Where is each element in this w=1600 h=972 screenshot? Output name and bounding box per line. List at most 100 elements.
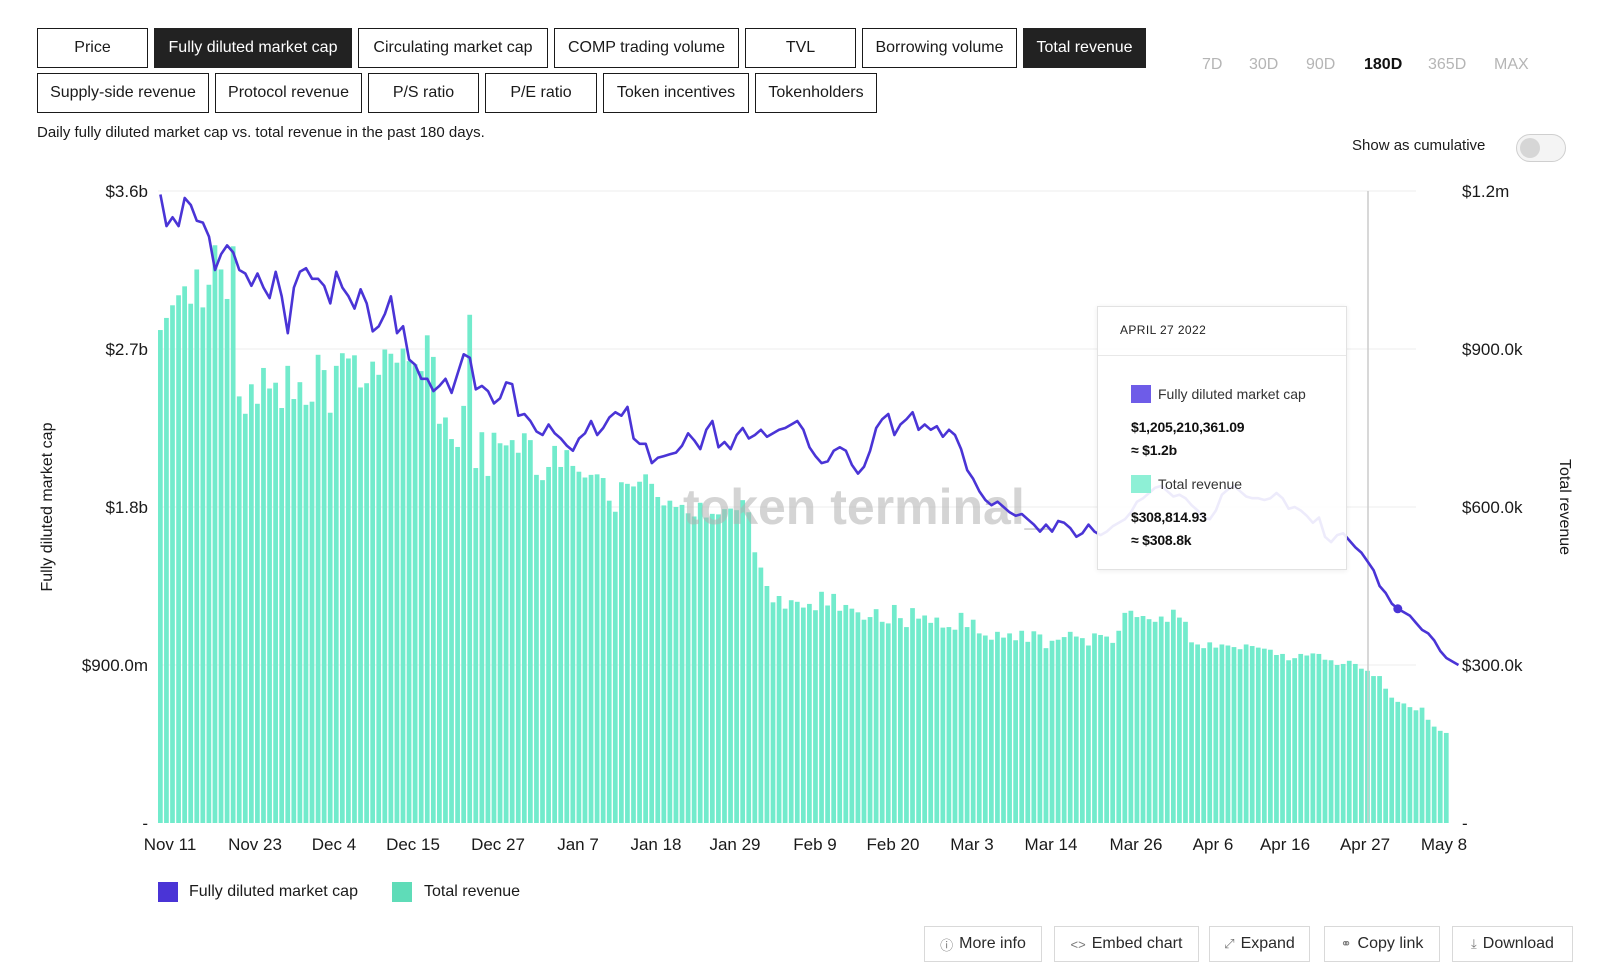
revenue-bar <box>1334 665 1340 823</box>
revenue-bar <box>570 465 576 823</box>
tab-fully-diluted-market-cap[interactable]: Fully diluted market cap <box>154 28 352 68</box>
tab-circulating-market-cap[interactable]: Circulating market cap <box>358 28 548 68</box>
revenue-bar <box>1207 642 1213 823</box>
range-90d[interactable]: 90D <box>1306 56 1336 73</box>
range-30d[interactable]: 30D <box>1249 56 1279 73</box>
revenue-bar <box>546 466 551 823</box>
revenue-bar <box>752 552 758 823</box>
cumulative-toggle-knob <box>1520 138 1540 158</box>
revenue-bar <box>1019 630 1025 823</box>
tab-total-revenue[interactable]: Total revenue <box>1023 28 1146 68</box>
revenue-bar <box>928 622 934 823</box>
tab-token-incentives[interactable]: Token incentives <box>603 73 749 113</box>
revenue-bar <box>891 604 897 823</box>
tab-borrowing-volume[interactable]: Borrowing volume <box>862 28 1017 68</box>
revenue-bar <box>285 365 291 823</box>
tab-pe-ratio[interactable]: P/E ratio <box>485 73 597 113</box>
revenue-bar <box>503 445 509 823</box>
x-axis-ticks: Nov 11 Nov 23 Dec 4 Dec 15 Dec 27 Jan 7 Jan 18… <box>144 835 1467 854</box>
y-left-tick: $1.8b <box>105 498 148 517</box>
revenue-bar <box>540 480 545 823</box>
range-365d[interactable]: 365D <box>1428 56 1467 73</box>
revenue-bar <box>855 612 861 823</box>
revenue-bar <box>819 591 824 823</box>
y-right-tick: $300.0k <box>1462 656 1523 675</box>
revenue-bar <box>564 450 570 823</box>
revenue-bar <box>394 362 400 823</box>
revenue-bar <box>1037 634 1043 823</box>
revenue-bar <box>813 610 818 823</box>
cumulative-toggle[interactable] <box>1516 134 1566 162</box>
revenue-bar <box>1158 616 1164 823</box>
revenue-bar <box>327 412 333 823</box>
revenue-bar <box>449 439 454 823</box>
revenue-bar <box>1189 642 1194 823</box>
revenue-bar <box>388 353 394 823</box>
revenue-bar <box>1231 647 1237 823</box>
revenue-bar <box>1292 658 1298 823</box>
tab-tvl[interactable]: TVL <box>745 28 856 68</box>
cumulative-toggle-label: Show as cumulative <box>1352 137 1486 154</box>
revenue-bar <box>515 452 521 823</box>
link-icon: ⚭ <box>1340 936 1352 951</box>
revenue-bar <box>1310 653 1316 823</box>
download-button[interactable]: ⤓ Download <box>1452 926 1573 962</box>
expand-button[interactable]: ⤢ Expand <box>1209 926 1310 962</box>
revenue-bar <box>976 633 982 823</box>
revenue-bar <box>1425 719 1431 823</box>
tab-comp-trading-volume[interactable]: COMP trading volume <box>554 28 739 68</box>
revenue-bar <box>315 354 321 823</box>
revenue-bar <box>200 307 206 823</box>
revenue-bar <box>661 505 667 823</box>
revenue-bar <box>1134 617 1140 823</box>
revenue-bar <box>1122 612 1128 823</box>
revenue-bar <box>1395 701 1401 823</box>
tab-ps-ratio[interactable]: P/S ratio <box>368 73 479 113</box>
revenue-bar <box>637 481 642 823</box>
revenue-bar <box>406 361 412 823</box>
y-left-tick: - <box>142 814 148 833</box>
revenue-bar <box>352 355 357 823</box>
y-left-tick: $900.0m <box>82 656 148 675</box>
revenue-bar <box>782 608 788 823</box>
x-axis-tick: Jan 18 <box>630 835 681 854</box>
revenue-bar <box>1043 648 1049 823</box>
revenue-bar <box>1316 653 1322 823</box>
legend-label: Fully diluted market cap <box>189 883 358 900</box>
button-label: Download <box>1482 935 1554 952</box>
tooltip-series-name: Total revenue <box>1158 476 1243 492</box>
revenue-bar <box>916 618 921 823</box>
revenue-bar <box>170 305 175 823</box>
tooltip-value: $308,814.93 <box>1131 509 1207 525</box>
revenue-bar <box>1261 648 1267 823</box>
revenue-bar <box>1225 645 1231 823</box>
revenue-bar <box>291 399 297 823</box>
revenue-bar <box>800 607 806 823</box>
revenue-bar <box>867 617 873 823</box>
revenue-bar <box>1092 633 1097 823</box>
tab-price[interactable]: Price <box>37 28 148 68</box>
revenue-bar <box>831 593 837 823</box>
tab-protocol-revenue[interactable]: Protocol revenue <box>215 73 362 113</box>
button-label: More info <box>959 935 1026 952</box>
chart-subtitle: Daily fully diluted market cap vs. total… <box>37 124 485 141</box>
revenue-bar <box>619 482 624 823</box>
tab-tokenholders[interactable]: Tokenholders <box>755 73 877 113</box>
range-7d[interactable]: 7D <box>1202 56 1223 73</box>
revenue-bar <box>940 627 946 823</box>
revenue-bar <box>303 404 309 823</box>
range-max[interactable]: MAX <box>1494 56 1529 73</box>
revenue-bar <box>1298 653 1304 823</box>
copy-link-button[interactable]: ⚭ Copy link <box>1324 926 1440 962</box>
x-axis-tick: Dec 27 <box>471 835 525 854</box>
revenue-bar <box>279 407 285 823</box>
tab-supply-side-revenue[interactable]: Supply-side revenue <box>37 73 209 113</box>
revenue-bar <box>910 608 915 823</box>
embed-chart-button[interactable]: <> Embed chart <box>1054 926 1199 962</box>
button-label: Copy link <box>1357 935 1424 952</box>
more-info-button[interactable]: ⓘ More info <box>924 926 1042 962</box>
revenue-bar <box>1031 631 1037 823</box>
tooltip-date: APRIL 27 2022 <box>1120 323 1207 337</box>
range-180d[interactable]: 180D <box>1364 56 1403 73</box>
revenue-bar <box>625 483 630 823</box>
